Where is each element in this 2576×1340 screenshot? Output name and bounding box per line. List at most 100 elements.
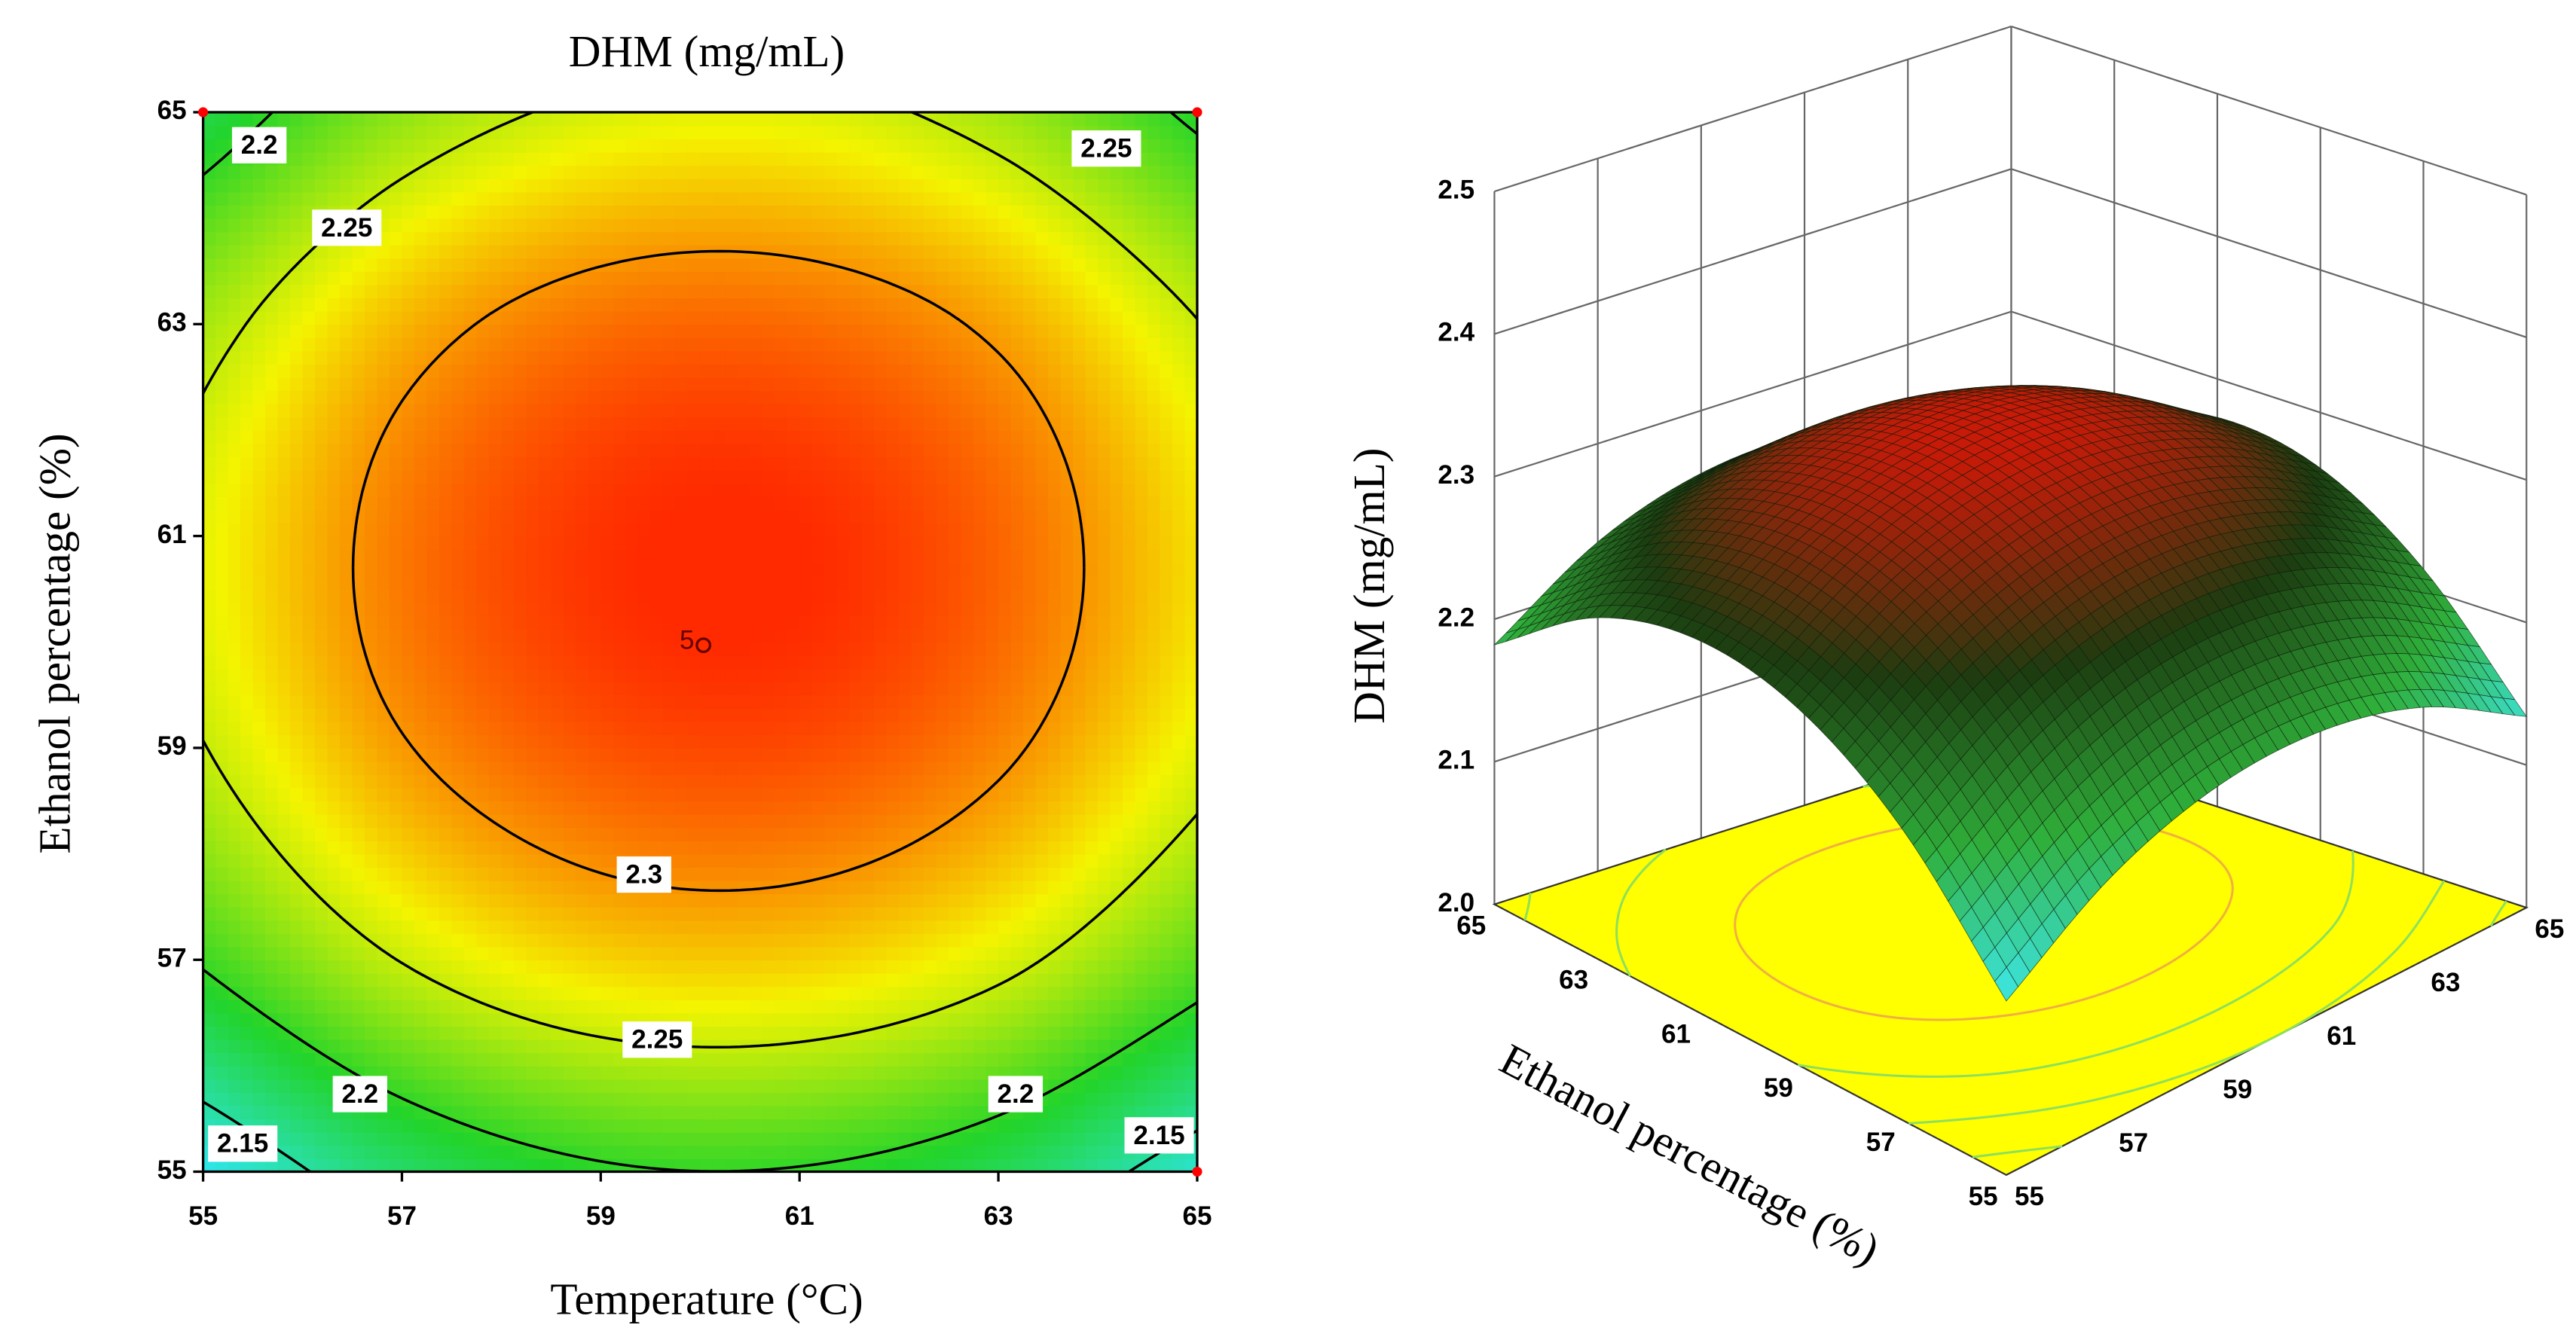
heat-cell <box>1184 960 1198 974</box>
heat-cell <box>576 1012 589 1027</box>
heat-cell <box>265 853 279 868</box>
heat-cell <box>538 403 552 418</box>
heat-cell <box>899 867 912 881</box>
heat-cell <box>936 1105 949 1120</box>
heat-cell <box>426 443 440 457</box>
heat-cell <box>315 668 328 682</box>
heat-cell <box>750 827 763 841</box>
heat-cell <box>1123 960 1136 974</box>
heat-cell <box>439 456 453 471</box>
heat-cell <box>588 1052 602 1067</box>
heat-cell <box>1160 972 1173 987</box>
heat-cell <box>824 403 838 418</box>
heat-cell <box>836 469 851 484</box>
heat-cell <box>700 893 714 908</box>
heat-cell <box>1035 655 1049 670</box>
heat-cell <box>650 999 664 1014</box>
heat-cell <box>389 880 403 895</box>
heat-cell <box>787 694 801 710</box>
heat-cell <box>750 867 763 881</box>
heat-cell <box>998 801 1012 815</box>
heat-cell <box>1160 682 1173 696</box>
heat-cell <box>811 827 826 841</box>
heat-cell <box>203 496 216 511</box>
heat-cell <box>1010 615 1024 630</box>
heat-cell <box>625 1092 639 1106</box>
heat-cell <box>1172 853 1186 868</box>
heat-cell <box>1184 694 1198 710</box>
heat-cell <box>426 1052 440 1067</box>
heat-cell <box>588 390 602 404</box>
heat-cell <box>402 827 415 841</box>
heat-cell <box>725 628 738 643</box>
heat-cell <box>849 867 863 881</box>
heat-cell <box>203 960 216 974</box>
heat-cell <box>513 523 527 537</box>
heat-cell <box>277 840 291 855</box>
heat-cell <box>750 1119 763 1133</box>
heat-cell <box>787 1065 801 1080</box>
heat-cell <box>1085 813 1099 829</box>
heat-cell <box>228 774 241 789</box>
heat-cell <box>1035 377 1049 392</box>
heat-cell <box>1085 390 1099 404</box>
heat-cell <box>1073 920 1086 934</box>
heat-cell <box>1098 986 1111 1000</box>
heat-cell <box>700 1145 714 1159</box>
heat-cell <box>998 840 1012 855</box>
heat-cell <box>290 734 304 749</box>
heat-cell <box>526 469 539 484</box>
heat-cell <box>700 880 714 895</box>
heat-cell <box>911 655 925 670</box>
heat-cell <box>538 1079 552 1093</box>
heat-cell <box>637 972 652 987</box>
heat-cell <box>488 801 503 815</box>
heat-cell <box>576 417 589 431</box>
heat-cell <box>1048 1145 1062 1159</box>
heat-cell <box>1172 787 1186 802</box>
heat-cell <box>1048 549 1062 563</box>
heat-cell <box>488 390 503 404</box>
heat-cell <box>1073 893 1086 908</box>
heat-cell <box>1184 920 1198 934</box>
heat-cell <box>936 708 949 722</box>
heat-cell <box>277 1052 291 1067</box>
heat-cell <box>811 853 826 868</box>
heat-cell <box>1123 364 1136 378</box>
heat-cell <box>488 429 503 444</box>
heat-cell <box>911 588 925 603</box>
heat-cell <box>215 655 229 670</box>
heat-cell <box>240 972 254 987</box>
heat-cell <box>637 668 652 682</box>
heat-cell <box>650 920 664 934</box>
heat-cell <box>874 893 888 908</box>
heat-cell <box>836 933 851 948</box>
heat-cell <box>1035 602 1049 616</box>
heat-cell <box>985 655 999 670</box>
heat-cell <box>513 429 527 444</box>
heat-cell <box>526 1065 539 1080</box>
heat-cell <box>228 1026 241 1040</box>
heat-cell <box>426 1145 440 1159</box>
heat-cell <box>576 1039 589 1054</box>
heat-cell <box>1110 443 1123 457</box>
heat-cell <box>513 1026 527 1040</box>
heat-cell <box>662 668 677 682</box>
heat-cell <box>1085 853 1099 868</box>
heat-cell <box>377 456 390 471</box>
heat-cell <box>563 575 577 590</box>
heat-cell <box>936 642 949 656</box>
heat-cell <box>750 390 763 404</box>
heat-cell <box>1010 801 1024 815</box>
heat-cell <box>389 972 403 987</box>
heat-cell <box>762 655 776 670</box>
heat-cell <box>302 893 316 908</box>
heat-cell <box>1023 827 1037 841</box>
heat-cell <box>961 655 974 670</box>
heat-cell <box>1035 429 1049 444</box>
heat-cell <box>402 390 415 404</box>
heat-cell <box>949 1092 962 1106</box>
heat-cell <box>302 403 316 418</box>
heat-cell <box>911 469 925 484</box>
heat-cell <box>488 867 503 881</box>
